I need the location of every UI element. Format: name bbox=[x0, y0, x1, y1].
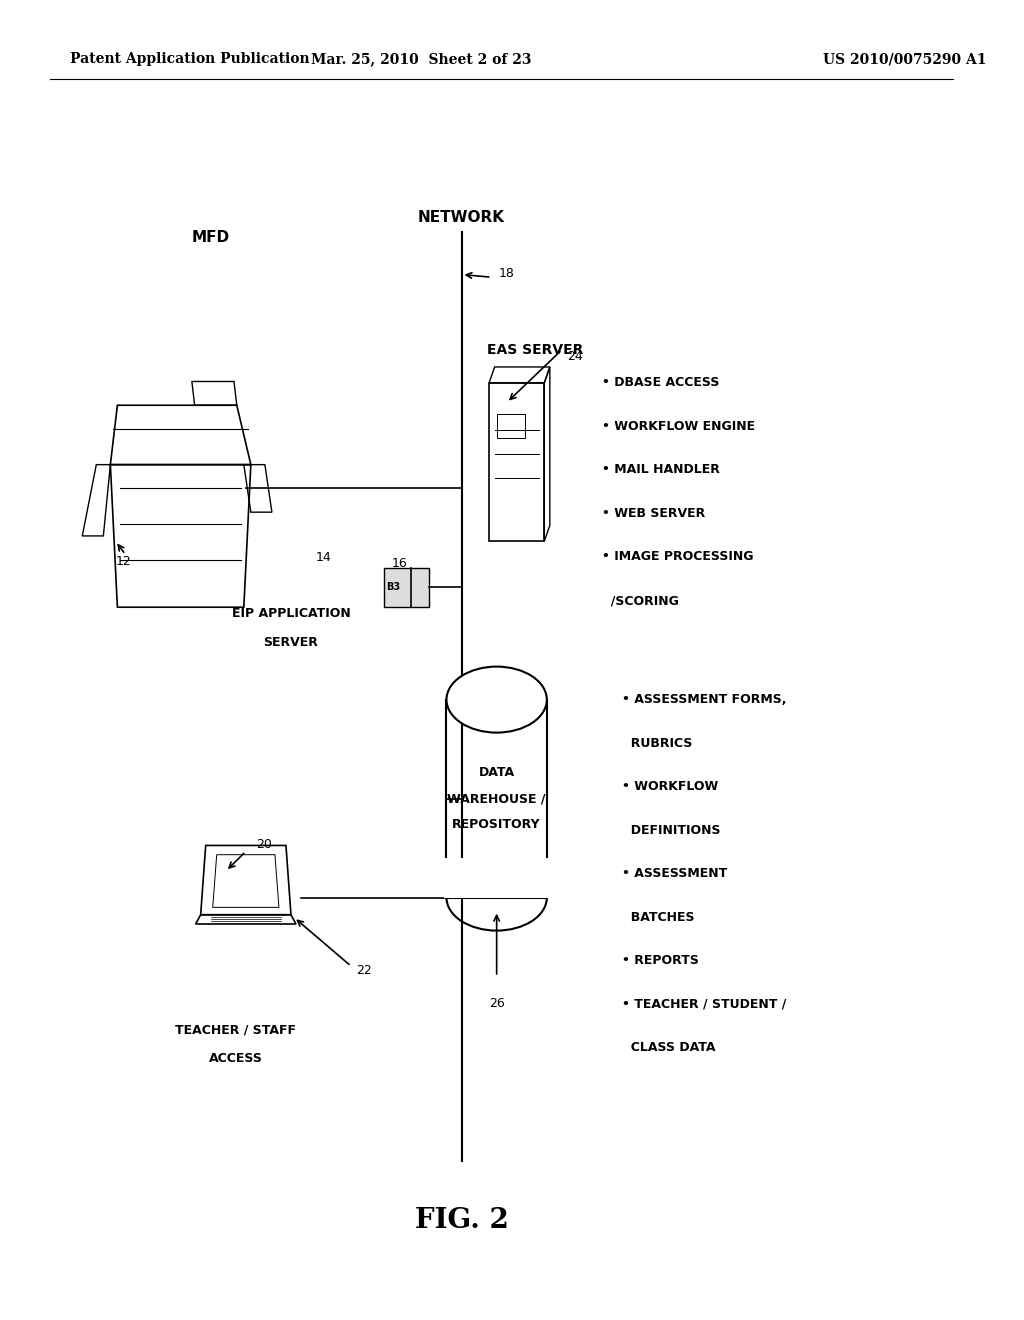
FancyBboxPatch shape bbox=[384, 568, 429, 607]
Text: 22: 22 bbox=[356, 964, 372, 977]
Text: NETWORK: NETWORK bbox=[418, 210, 505, 226]
Text: DATA: DATA bbox=[478, 766, 515, 779]
Text: 16: 16 bbox=[391, 557, 408, 570]
Text: /SCORING: /SCORING bbox=[602, 594, 679, 607]
FancyBboxPatch shape bbox=[444, 858, 549, 898]
Text: 20: 20 bbox=[256, 838, 271, 851]
Ellipse shape bbox=[446, 667, 547, 733]
Text: RUBRICS: RUBRICS bbox=[622, 737, 692, 750]
Text: CLASS DATA: CLASS DATA bbox=[622, 1041, 716, 1055]
Text: WAREHOUSE /: WAREHOUSE / bbox=[447, 792, 546, 805]
Text: • IMAGE PROCESSING: • IMAGE PROCESSING bbox=[602, 550, 754, 564]
Text: 14: 14 bbox=[316, 550, 332, 564]
Text: EIP APPLICATION: EIP APPLICATION bbox=[231, 607, 350, 620]
Text: • ASSESSMENT FORMS,: • ASSESSMENT FORMS, bbox=[622, 693, 786, 706]
Text: TEACHER / STAFF: TEACHER / STAFF bbox=[175, 1023, 296, 1036]
Text: B3: B3 bbox=[386, 582, 400, 593]
Text: • REPORTS: • REPORTS bbox=[622, 954, 699, 968]
Text: Patent Application Publication: Patent Application Publication bbox=[71, 53, 310, 66]
Text: 24: 24 bbox=[567, 350, 583, 363]
Text: Mar. 25, 2010  Sheet 2 of 23: Mar. 25, 2010 Sheet 2 of 23 bbox=[311, 53, 531, 66]
Text: • MAIL HANDLER: • MAIL HANDLER bbox=[602, 463, 720, 477]
Text: • TEACHER / STUDENT /: • TEACHER / STUDENT / bbox=[622, 998, 786, 1011]
Text: REPOSITORY: REPOSITORY bbox=[453, 818, 541, 832]
Text: SERVER: SERVER bbox=[263, 636, 318, 649]
Text: • WORKFLOW: • WORKFLOW bbox=[622, 780, 718, 793]
Text: DEFINITIONS: DEFINITIONS bbox=[622, 824, 721, 837]
Text: BATCHES: BATCHES bbox=[622, 911, 694, 924]
Text: US 2010/0075290 A1: US 2010/0075290 A1 bbox=[822, 53, 986, 66]
Text: ACCESS: ACCESS bbox=[209, 1052, 263, 1065]
Text: 18: 18 bbox=[499, 267, 514, 280]
Text: 26: 26 bbox=[488, 997, 505, 1010]
Text: FIG. 2: FIG. 2 bbox=[415, 1208, 509, 1234]
Text: • WORKFLOW ENGINE: • WORKFLOW ENGINE bbox=[602, 420, 755, 433]
Text: MFD: MFD bbox=[191, 230, 229, 246]
Text: • WEB SERVER: • WEB SERVER bbox=[602, 507, 706, 520]
Text: 12: 12 bbox=[116, 554, 131, 568]
Text: • ASSESSMENT: • ASSESSMENT bbox=[622, 867, 727, 880]
Text: EAS SERVER: EAS SERVER bbox=[486, 343, 583, 356]
Text: • DBASE ACCESS: • DBASE ACCESS bbox=[602, 376, 720, 389]
